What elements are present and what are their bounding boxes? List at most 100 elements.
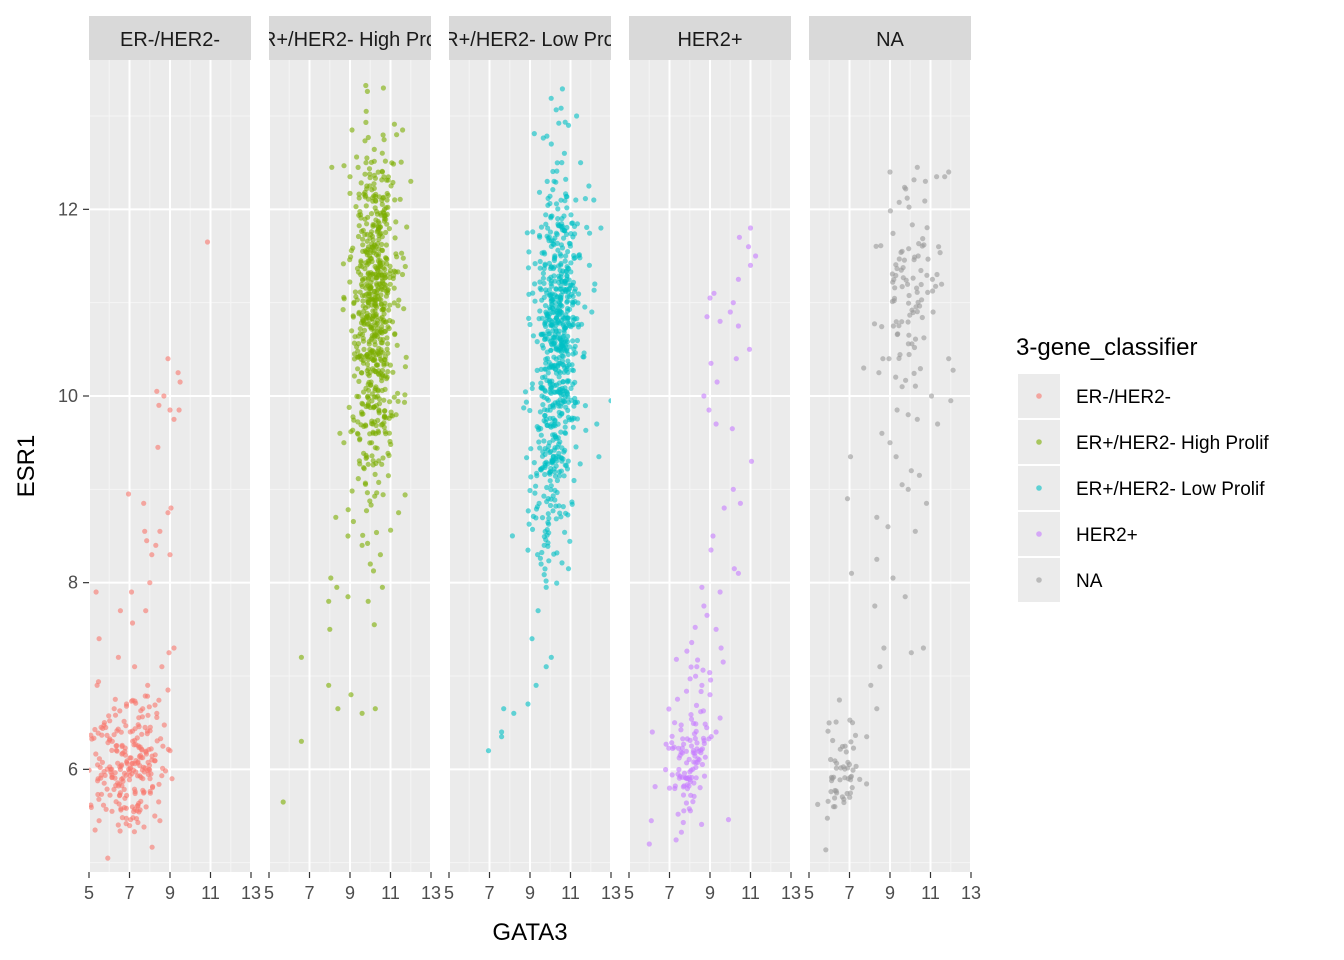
data-point: [152, 813, 158, 819]
data-point: [545, 225, 551, 231]
data-point: [153, 542, 159, 548]
data-point: [548, 483, 554, 489]
data-point: [543, 356, 549, 362]
data-point: [694, 740, 700, 746]
data-point: [684, 786, 691, 792]
data-point: [565, 249, 571, 255]
data-point: [509, 533, 515, 539]
data-point: [380, 455, 386, 461]
data-point: [126, 769, 133, 775]
data-point: [933, 283, 939, 289]
data-point: [361, 466, 367, 472]
data-point: [542, 374, 548, 380]
data-point: [843, 749, 849, 755]
data-point: [559, 216, 565, 222]
facet-panel-3: HER2+ 5 7 9 11 13: [624, 16, 801, 903]
data-point: [140, 706, 146, 712]
data-point: [156, 781, 162, 787]
data-point: [543, 664, 549, 670]
data-point: [360, 532, 366, 538]
data-point: [168, 505, 174, 511]
data-point: [542, 464, 548, 470]
data-point: [680, 819, 686, 826]
data-point: [161, 393, 167, 399]
data-point: [556, 120, 562, 126]
data-point: [127, 773, 133, 779]
data-point: [165, 356, 171, 362]
facet-panel-4: NA 5 7 9 11 13: [804, 16, 981, 903]
data-point: [144, 538, 150, 544]
data-point: [939, 281, 945, 287]
data-point: [358, 272, 364, 278]
data-point: [694, 664, 700, 670]
data-point: [375, 417, 381, 423]
data-point: [587, 230, 593, 236]
data-point: [678, 829, 685, 835]
data-point: [688, 767, 694, 773]
data-point: [377, 260, 383, 266]
data-point: [553, 304, 559, 310]
data-point: [104, 732, 110, 739]
data-point: [684, 782, 690, 788]
data-point: [730, 300, 736, 306]
data-point: [349, 488, 355, 494]
data-point: [399, 250, 405, 256]
data-point: [121, 718, 127, 725]
data-point: [552, 473, 559, 479]
data-point: [362, 192, 369, 199]
data-point: [130, 815, 136, 821]
data-point: [337, 430, 343, 436]
data-point: [378, 301, 384, 307]
data-point: [530, 229, 536, 235]
data-point: [404, 224, 410, 230]
data-point: [559, 309, 565, 315]
data-point: [368, 159, 374, 165]
data-point: [352, 334, 358, 340]
data-point: [554, 477, 561, 484]
data-point: [167, 748, 173, 754]
y-tick-label: 6: [68, 759, 78, 779]
data-point: [908, 468, 914, 474]
data-point: [708, 360, 714, 366]
data-point: [704, 612, 710, 618]
data-point: [143, 751, 149, 757]
data-point: [372, 471, 378, 477]
data-point: [386, 325, 392, 332]
data-point: [532, 490, 538, 496]
data-point: [930, 309, 936, 315]
data-point: [387, 302, 393, 308]
data-point: [383, 376, 390, 382]
data-point: [699, 746, 706, 752]
data-point: [948, 398, 954, 404]
data-point: [363, 403, 369, 410]
data-point: [928, 393, 935, 399]
data-point: [360, 338, 367, 344]
data-point: [355, 341, 362, 347]
data-point: [371, 193, 377, 199]
data-point: [115, 822, 121, 828]
data-point: [691, 793, 697, 800]
data-point: [388, 527, 394, 533]
data-point: [385, 369, 391, 375]
data-point: [356, 191, 362, 197]
data-point: [354, 265, 361, 272]
data-point: [401, 306, 407, 312]
data-point: [370, 237, 376, 243]
data-point: [363, 108, 369, 114]
data-point: [334, 584, 340, 590]
data-point: [576, 291, 582, 297]
data-point: [547, 478, 553, 484]
data-point: [546, 260, 553, 266]
data-point: [391, 121, 397, 127]
data-point: [558, 349, 565, 355]
data-point: [129, 804, 135, 810]
data-point: [545, 370, 551, 376]
data-point: [560, 353, 566, 359]
data-point: [737, 500, 744, 506]
data-point: [129, 620, 136, 626]
data-point: [355, 348, 361, 354]
data-point: [575, 324, 582, 330]
legend-item: ER+/HER2- High Prolif: [1018, 420, 1269, 464]
data-point: [395, 303, 401, 309]
data-point: [680, 792, 687, 798]
